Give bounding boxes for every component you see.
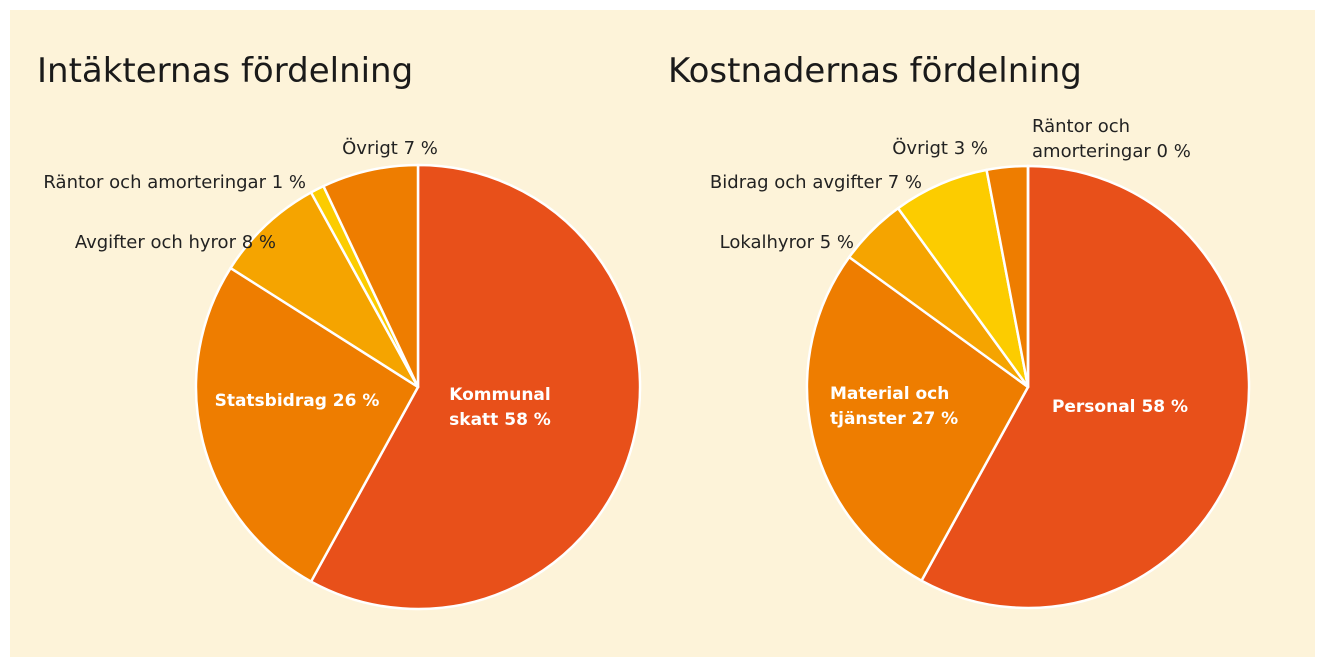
slice-category: Personal [1051, 397, 1136, 417]
pie-slice [309, 163, 642, 611]
slice-value: 58 % [504, 410, 551, 430]
slice-label: Räntor och amorteringar 0 % [1032, 114, 1212, 164]
slice-value: 5 % [819, 232, 854, 253]
chart-title: Intäkternas fördelning [37, 51, 413, 91]
slice-value: 3 % [953, 138, 988, 159]
pie-slice [805, 255, 1030, 582]
slice-label: Kommunal skatt 58 % [445, 383, 555, 433]
pie-slice [229, 191, 420, 389]
slice-label: Avgifter och hyror 8 % [16, 230, 276, 255]
slice-value: 0 % [1156, 141, 1191, 162]
slice-label: Material och tjänster 27 % [830, 382, 960, 432]
slice-value: 7 % [887, 172, 922, 193]
slice-category: Material och tjänster [830, 384, 950, 429]
slice-label: Räntor och amorteringar 1 % [6, 170, 306, 195]
slice-value: 7 % [403, 138, 438, 159]
slice-category: Bidrag och avgifter [709, 172, 882, 193]
slice-category: Kommunal skatt [449, 385, 551, 430]
slice-label: Statsbidrag 26 % [207, 389, 387, 414]
slice-value: 26 % [332, 391, 380, 411]
slice-label: Bidrag och avgifter 7 % [662, 170, 922, 195]
pie-slice [194, 266, 420, 583]
slice-label: Övrigt 3 % [838, 136, 988, 161]
slice-label: Personal 58 % [1040, 395, 1200, 420]
pie-slice [920, 164, 1251, 610]
slice-label: Övrigt 7 % [330, 136, 450, 161]
slice-category: Räntor och amorteringar [43, 172, 266, 193]
slice-label: Lokalhyror 5 % [654, 230, 854, 255]
slice-category: Övrigt [342, 138, 398, 159]
slice-category: Statsbidrag [214, 391, 327, 411]
slice-category: Lokalhyror [719, 232, 814, 253]
slice-value: 27 % [911, 409, 959, 429]
slice-category: Räntor och amorteringar [1032, 116, 1151, 162]
chart-title: Kostnadernas fördelning [668, 51, 1082, 91]
slice-value: 1 % [271, 172, 306, 193]
slice-value: 58 % [1141, 397, 1189, 417]
pie-slice [322, 163, 420, 389]
slice-value: 8 % [241, 232, 276, 253]
slice-category: Avgifter och hyror [74, 232, 236, 253]
slice-category: Övrigt [892, 138, 948, 159]
